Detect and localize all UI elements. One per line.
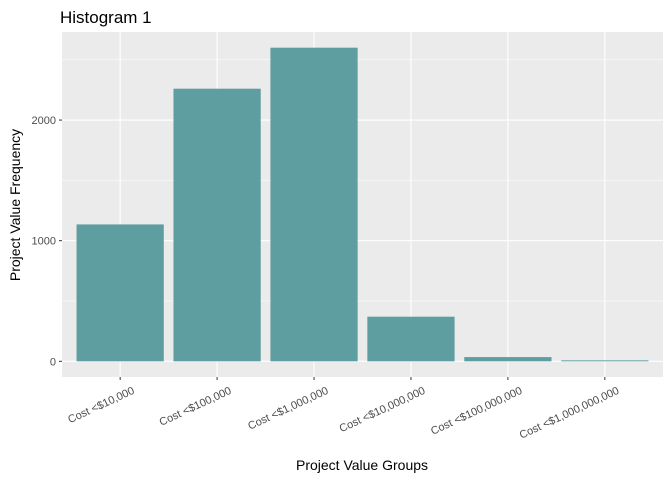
bar [173,88,261,362]
x-axis: Cost <$10,000 Cost <$100,000 Cost <$1,000,… [66,377,621,442]
x-tick-label: Cost <$10,000 [66,385,136,426]
chart-title: Histogram 1 [60,8,152,27]
x-axis-title: Project Value Groups [296,457,428,473]
bar [76,224,164,362]
y-axis: 0 1000 2000 [32,115,62,368]
x-tick-label: Cost <$1,000,000,000 [518,385,621,442]
x-tick-label: Cost <$1,000,000 [246,385,330,433]
y-tick-label: 2000 [32,115,56,127]
bars [76,47,649,362]
x-tick-label: Cost <$100,000 [158,385,234,429]
x-tick-label: Cost <$10,000,000 [338,385,428,435]
y-axis-title: Project Value Frequency [7,129,23,281]
bar [270,47,358,362]
y-tick-label: 1000 [32,236,56,248]
bar [464,357,552,362]
bar [561,360,649,362]
x-tick-label: Cost <$100,000,000 [429,385,524,438]
y-tick-label: 0 [50,356,56,368]
bar [367,316,455,362]
